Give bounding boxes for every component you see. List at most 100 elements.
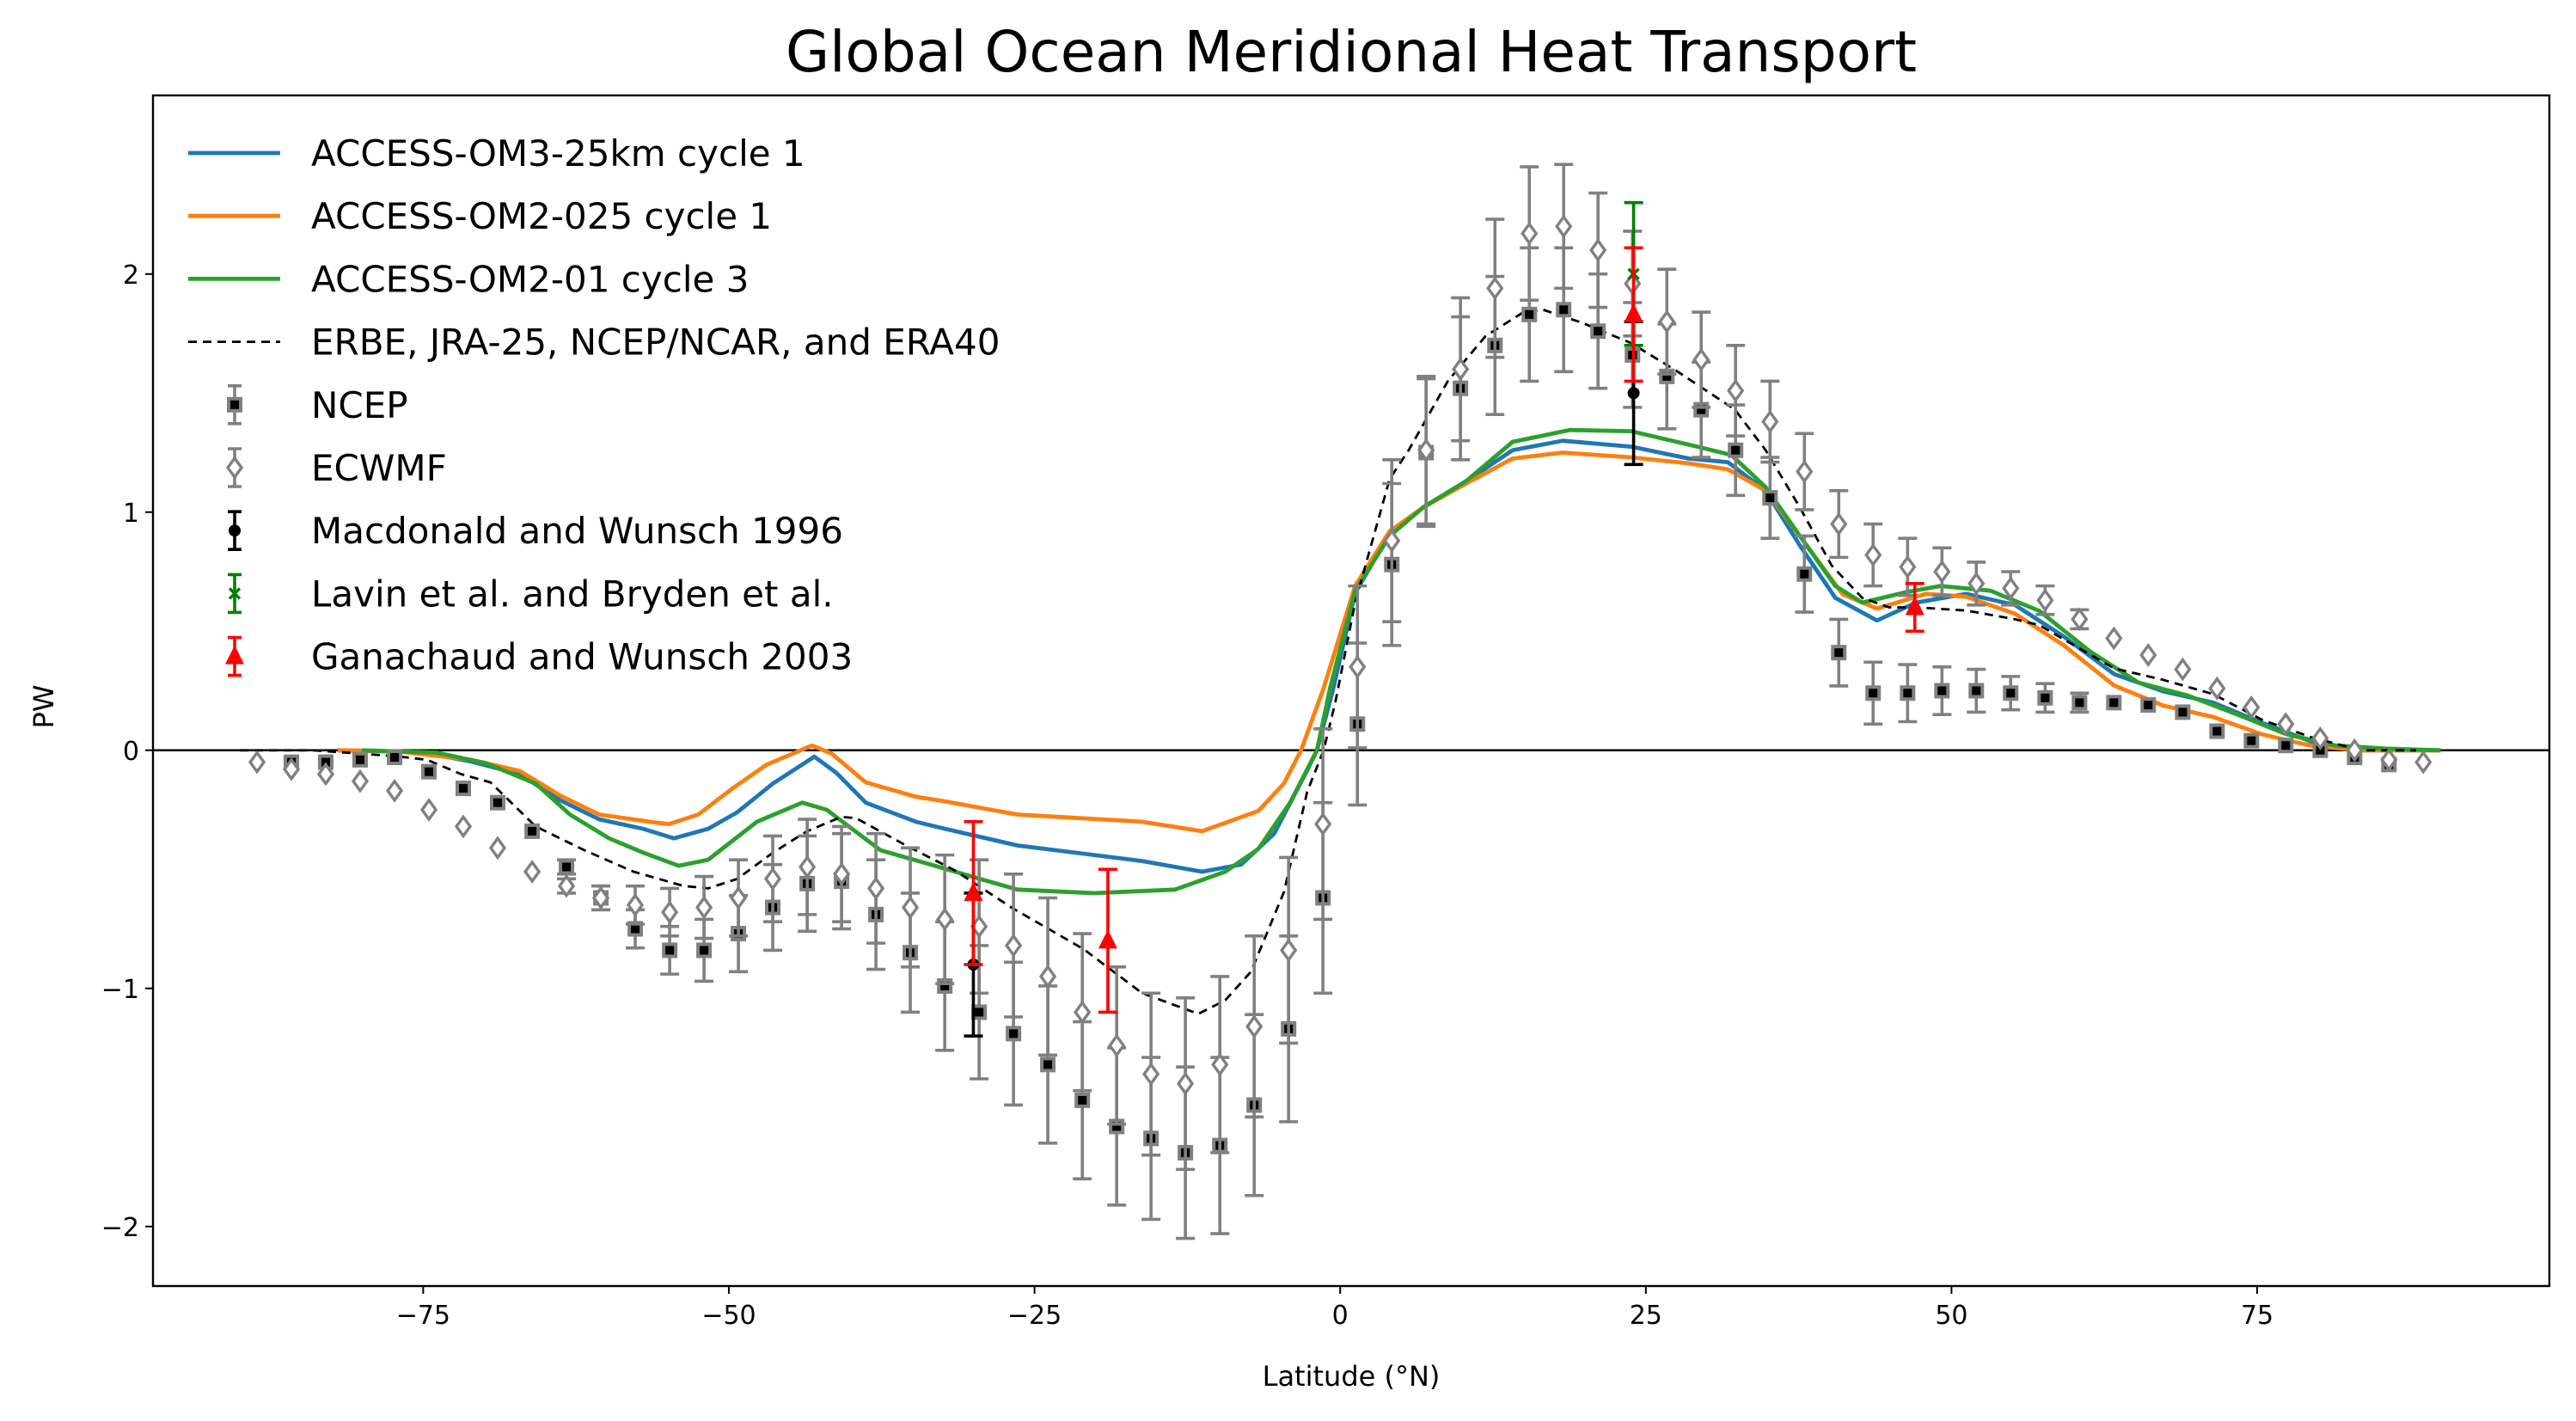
- x-tick-label: −25: [1007, 1301, 1062, 1331]
- x-tick-label: 50: [1935, 1301, 1967, 1331]
- legend-label: ACCESS-OM2-025 cycle 1: [311, 195, 772, 237]
- legend-label: ACCESS-OM2-01 cycle 3: [311, 258, 749, 300]
- legend-label: ECWMF: [311, 447, 447, 489]
- legend-entry: ERBE, JRA-25, NCEP/NCAR, and ERA40: [188, 322, 1000, 364]
- data-point: [1486, 276, 1504, 301]
- chart-title: Global Ocean Meridional Heat Transport: [786, 19, 1917, 85]
- data-point: [1627, 387, 1640, 400]
- data-point: [694, 895, 713, 920]
- data-point: [1728, 442, 1744, 458]
- legend-entry: ACCESS-OM3-25km cycle 1: [188, 132, 805, 175]
- data-point: [1521, 306, 1538, 322]
- data-point: [2174, 657, 2192, 682]
- x-tick-label: −75: [396, 1301, 450, 1331]
- legend-label: ERBE, JRA-25, NCEP/NCAR, and ERA40: [311, 322, 1000, 364]
- data-point: [1074, 1092, 1091, 1108]
- data-point: [419, 798, 438, 822]
- plot-area: [153, 162, 2549, 1240]
- data-point: [2346, 738, 2364, 763]
- data-point: [1177, 1071, 1195, 1096]
- data-point: [1211, 1052, 1229, 1077]
- data-point: [2139, 643, 2157, 667]
- series-line-access-om2-01-cycle-3: [362, 427, 2441, 896]
- data-point: [2311, 726, 2329, 750]
- data-point: [729, 885, 748, 910]
- y-axis-label: PW: [28, 685, 60, 729]
- data-point: [385, 778, 404, 803]
- data-point: [964, 881, 983, 901]
- data-point: [1968, 683, 1985, 699]
- data-point: [1383, 529, 1401, 553]
- x-axis-label: Latitude (°N): [1263, 1360, 1441, 1393]
- data-point: [1074, 1000, 1092, 1025]
- data-point: [387, 750, 403, 766]
- data-point: [1314, 812, 1332, 836]
- data-point: [1452, 357, 1470, 382]
- data-point: [351, 769, 370, 793]
- data-point: [1762, 490, 1778, 506]
- data-point: [1349, 654, 1367, 679]
- data-point: [1830, 511, 1848, 536]
- legend: ACCESS-OM3-25km cycle 1 ACCESS-OM2-025 cy…: [188, 132, 1000, 678]
- series-points-ecwmf: [248, 162, 2432, 1172]
- x-tick-label: 75: [2241, 1301, 2273, 1331]
- data-point: [866, 876, 885, 901]
- data-point: [248, 750, 266, 775]
- data-point: [1831, 645, 1847, 661]
- data-point: [316, 762, 335, 787]
- data-point: [1967, 571, 1986, 596]
- data-point: [2106, 695, 2122, 711]
- data-point: [1417, 438, 1435, 462]
- legend-entry: NCEP: [227, 384, 408, 426]
- data-point: [1692, 347, 1710, 372]
- data-point: [1555, 214, 1573, 239]
- data-point: [421, 763, 437, 780]
- data-point: [1245, 1014, 1264, 1038]
- y-tick-label: −2: [101, 1213, 139, 1243]
- data-point: [1098, 929, 1117, 949]
- legend-entry: ACCESS-OM2-025 cycle 1: [188, 195, 772, 237]
- data-point: [2037, 689, 2053, 706]
- legend-label: Ganachaud and Wunsch 2003: [311, 636, 853, 678]
- legend-entry: ECWMF: [225, 447, 447, 489]
- data-point: [1040, 1057, 1056, 1073]
- x-tick-label: 25: [1630, 1301, 1662, 1331]
- data-point: [2208, 676, 2226, 701]
- data-point: [1142, 1062, 1160, 1087]
- data-point: [1624, 303, 1643, 322]
- data-point: [798, 854, 817, 879]
- data-point: [661, 900, 679, 925]
- data-point: [2036, 588, 2054, 613]
- data-point: [696, 942, 713, 959]
- data-point: [524, 823, 541, 839]
- y-tick-label: −1: [101, 975, 139, 1005]
- data-point: [2175, 704, 2191, 720]
- data-point: [352, 751, 368, 768]
- data-point: [1905, 596, 1924, 616]
- x-tick-label: −50: [701, 1301, 756, 1331]
- data-point: [2003, 685, 2019, 701]
- axes-frame: [151, 94, 2551, 1288]
- legend-entry: Ganachaud and Wunsch 2003: [225, 636, 853, 678]
- data-point: [1006, 1026, 1022, 1042]
- data-point: [1934, 683, 1950, 699]
- legend-label: Macdonald and Wunsch 1996: [311, 510, 843, 552]
- legend-label: Lavin et al. and Bryden et al.: [311, 573, 834, 615]
- y-tick-label: 1: [123, 499, 139, 529]
- data-point: [489, 794, 505, 811]
- data-point: [454, 814, 473, 839]
- legend-entry: ACCESS-OM2-01 cycle 3: [188, 258, 749, 300]
- data-point: [2414, 750, 2432, 775]
- data-point: [2277, 712, 2295, 737]
- data-point: [559, 859, 575, 875]
- data-point: [2380, 747, 2398, 772]
- data-point: [1796, 459, 1814, 484]
- data-point: [1899, 554, 1917, 579]
- legend-marker: [229, 524, 241, 537]
- data-point: [282, 757, 301, 781]
- legend-marker: [225, 456, 244, 480]
- data-point: [2243, 695, 2261, 720]
- legend-marker: [227, 396, 242, 413]
- data-point: [901, 895, 920, 920]
